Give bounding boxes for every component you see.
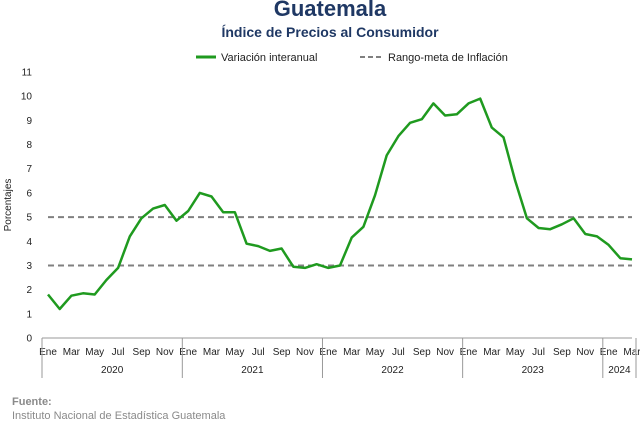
x-tick-label: Mar — [63, 347, 81, 358]
y-tick-label: 8 — [26, 140, 32, 151]
year-label: 2022 — [381, 365, 404, 376]
x-tick-label: Ene — [600, 347, 618, 358]
year-label: 2024 — [608, 365, 631, 376]
y-axis: 0 1 2 3 4 5 6 7 8 9 10 11 — [21, 68, 33, 345]
y-tick-label: 11 — [22, 68, 33, 79]
year-label: 2020 — [101, 365, 124, 376]
y-tick-label: 4 — [26, 237, 32, 248]
x-tick-label: Mar — [343, 347, 361, 358]
target-band-lines — [48, 216, 632, 267]
source-text: Instituto Nacional de Estadística Guatem… — [12, 410, 226, 422]
y-tick-label: 9 — [26, 116, 32, 127]
x-tick-label: Nov — [296, 347, 314, 358]
x-tick-label: Ene — [39, 347, 57, 358]
legend-label-variacion: Variación interanual — [221, 52, 317, 64]
y-tick-label: 5 — [26, 213, 32, 224]
x-tick-label: Nov — [576, 347, 594, 358]
chart-subtitle: Índice de Precios al Consumidor — [221, 24, 439, 40]
y-tick-label: 2 — [26, 285, 32, 296]
x-tick-label: Jul — [112, 347, 125, 358]
y-axis-label: Porcentajes — [3, 179, 14, 232]
y-tick-label: 7 — [26, 164, 32, 175]
x-tick-label: Nov — [156, 347, 174, 358]
line-chart: Variación interanual Rango-meta de Infla… — [3, 52, 640, 378]
x-tick-label: Sep — [413, 347, 431, 358]
x-tick-label: May — [366, 347, 385, 358]
x-tick-label: Nov — [436, 347, 454, 358]
x-tick-label: Sep — [133, 347, 151, 358]
x-tick-label: Sep — [273, 347, 291, 358]
x-tick-label: May — [225, 347, 244, 358]
y-tick-label: 1 — [26, 309, 32, 320]
x-axis: Ene Mar May Jul Sep Nov Ene Mar May Jul Sep Nov Ene M… — [39, 337, 640, 378]
x-tick-label: Ene — [460, 347, 478, 358]
y-tick-label: 10 — [21, 92, 33, 103]
x-tick-label: Sep — [553, 347, 571, 358]
x-tick-label: Jul — [392, 347, 405, 358]
chart-title: Guatemala — [273, 0, 387, 21]
series-line-variacion — [47, 97, 633, 311]
source-label: Fuente: — [12, 396, 52, 408]
y-tick-label: 0 — [26, 334, 32, 345]
x-tick-label: Jul — [532, 347, 545, 358]
x-tick-label: Mar — [483, 347, 501, 358]
legend: Variación interanual Rango-meta de Infla… — [196, 52, 508, 64]
x-tick-label: Mar — [203, 347, 221, 358]
x-tick-label: Ene — [319, 347, 337, 358]
x-tick-label: May — [85, 347, 104, 358]
legend-label-rango: Rango-meta de Inflación — [388, 52, 508, 64]
x-tick-label: Jul — [252, 347, 265, 358]
year-label: 2021 — [241, 365, 264, 376]
x-tick-label: Mar — [623, 347, 640, 358]
year-label: 2023 — [522, 365, 545, 376]
y-tick-label: 6 — [26, 188, 32, 199]
x-tick-label: May — [506, 347, 525, 358]
y-tick-label: 3 — [26, 261, 32, 272]
x-tick-label: Ene — [179, 347, 197, 358]
